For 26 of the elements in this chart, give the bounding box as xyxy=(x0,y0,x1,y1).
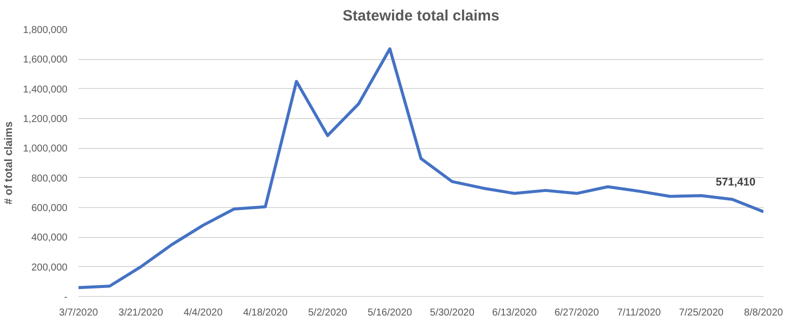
x-tick-label: 7/11/2020 xyxy=(617,308,662,318)
x-tick-label: 4/18/2020 xyxy=(243,308,288,318)
x-tick-label: 6/27/2020 xyxy=(554,308,600,318)
line-series xyxy=(78,47,764,290)
y-tick-label: 1,800,000 xyxy=(23,25,68,36)
y-tick-label: 1,400,000 xyxy=(23,84,68,96)
x-tick-label: 6/13/2020 xyxy=(492,308,538,318)
x-tick-label: 5/16/2020 xyxy=(368,308,413,318)
y-tick-label: 1,600,000 xyxy=(23,54,68,66)
y-tick-label: 600,000 xyxy=(31,203,68,214)
y-tick-label: 1,200,000 xyxy=(23,114,68,125)
annotation: 571,410 xyxy=(716,176,756,189)
y-tick-label: 1,000,000 xyxy=(23,144,68,155)
x-tick-label: 4/4/2020 xyxy=(184,308,223,318)
x-tick-label: 3/7/2020 xyxy=(59,308,98,318)
x-tick-label: 5/30/2020 xyxy=(430,308,475,318)
x-tick-label: 3/21/2020 xyxy=(118,308,164,318)
y-axis-title: # of total claims xyxy=(3,121,16,205)
x-tick-label: 8/8/2020 xyxy=(744,308,784,318)
chart-title: Statewide total claims xyxy=(342,8,500,24)
y-tick-label: 200,000 xyxy=(31,262,68,274)
x-tick-label: 7/25/2020 xyxy=(678,308,724,318)
y-tick-label: 400,000 xyxy=(31,232,68,244)
y-tick-label: 800,000 xyxy=(31,173,68,184)
y-tick-label: - xyxy=(64,292,68,303)
x-tick-label: 5/2/2020 xyxy=(308,308,348,318)
